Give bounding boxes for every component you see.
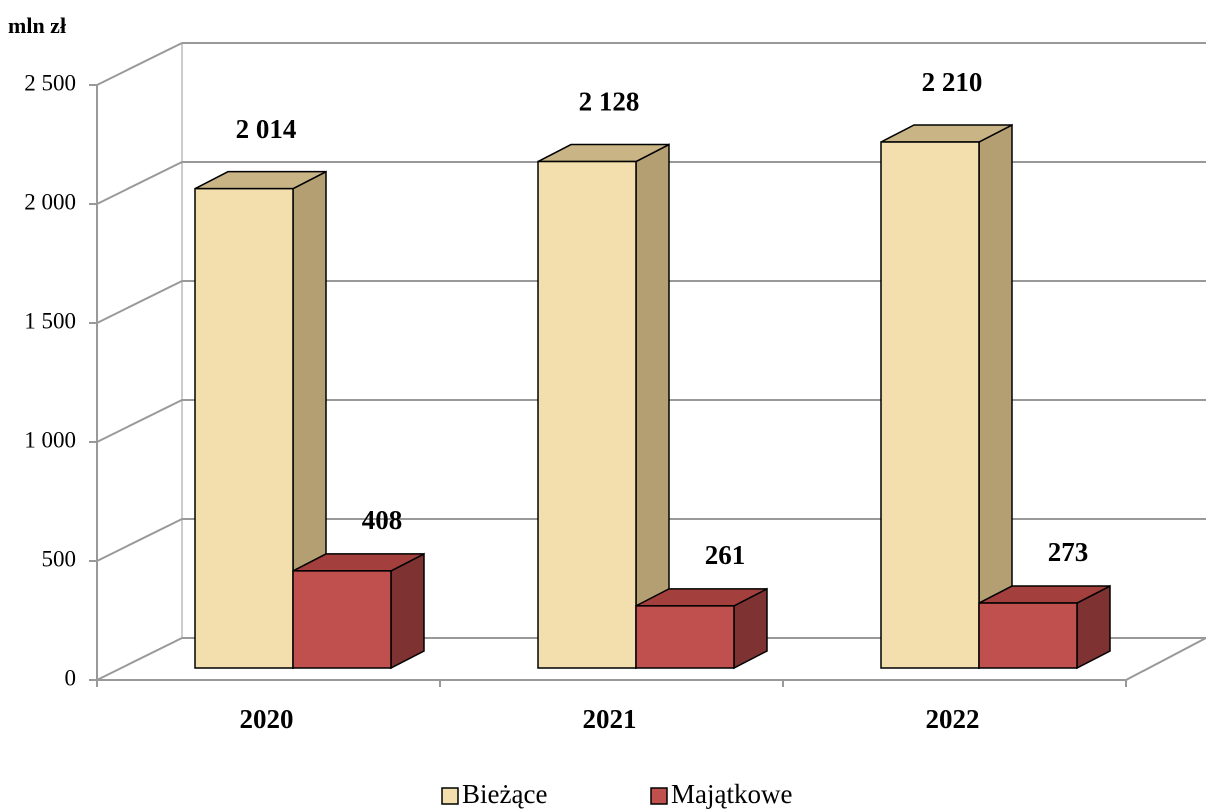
bar [292, 570, 392, 669]
floor-right [1125, 637, 1206, 681]
bar [194, 187, 294, 669]
y-tick-label: 2 500 [24, 70, 76, 95]
grid-line-side [96, 399, 183, 443]
grid-line-side [96, 42, 183, 86]
legend-label: Majątkowe [671, 779, 792, 809]
legend-swatch [650, 787, 668, 805]
y-tick-label: 500 [42, 546, 77, 571]
grid-line-side [96, 637, 183, 681]
data-label: 2 128 [579, 87, 640, 117]
data-label: 2 014 [236, 114, 297, 144]
data-label: 273 [1048, 537, 1089, 567]
grid-line-side [96, 518, 183, 562]
unit-label: mln zł [8, 13, 66, 38]
bar-side [635, 143, 670, 670]
data-label: 2 210 [922, 67, 983, 97]
data-label: 261 [705, 540, 746, 570]
bar [880, 141, 980, 669]
bar-side [390, 552, 425, 670]
x-tick-label: 2020 [240, 704, 294, 734]
bar [537, 160, 637, 669]
bar [978, 602, 1078, 669]
x-tick-label: 2022 [926, 704, 980, 734]
legend-swatch [441, 787, 459, 805]
bar [635, 605, 735, 669]
data-label: 408 [362, 505, 403, 535]
grid-line-side [96, 161, 183, 205]
legend-label: Bieżące [462, 779, 547, 809]
y-tick-label: 1 500 [24, 308, 76, 333]
bar-side [978, 123, 1013, 670]
grid-line-side [96, 280, 183, 324]
y-tick-label: 1 000 [24, 427, 76, 452]
y-tick-label: 0 [65, 665, 77, 690]
y-tick-label: 2 000 [24, 189, 76, 214]
x-tick-label: 2021 [583, 704, 637, 734]
